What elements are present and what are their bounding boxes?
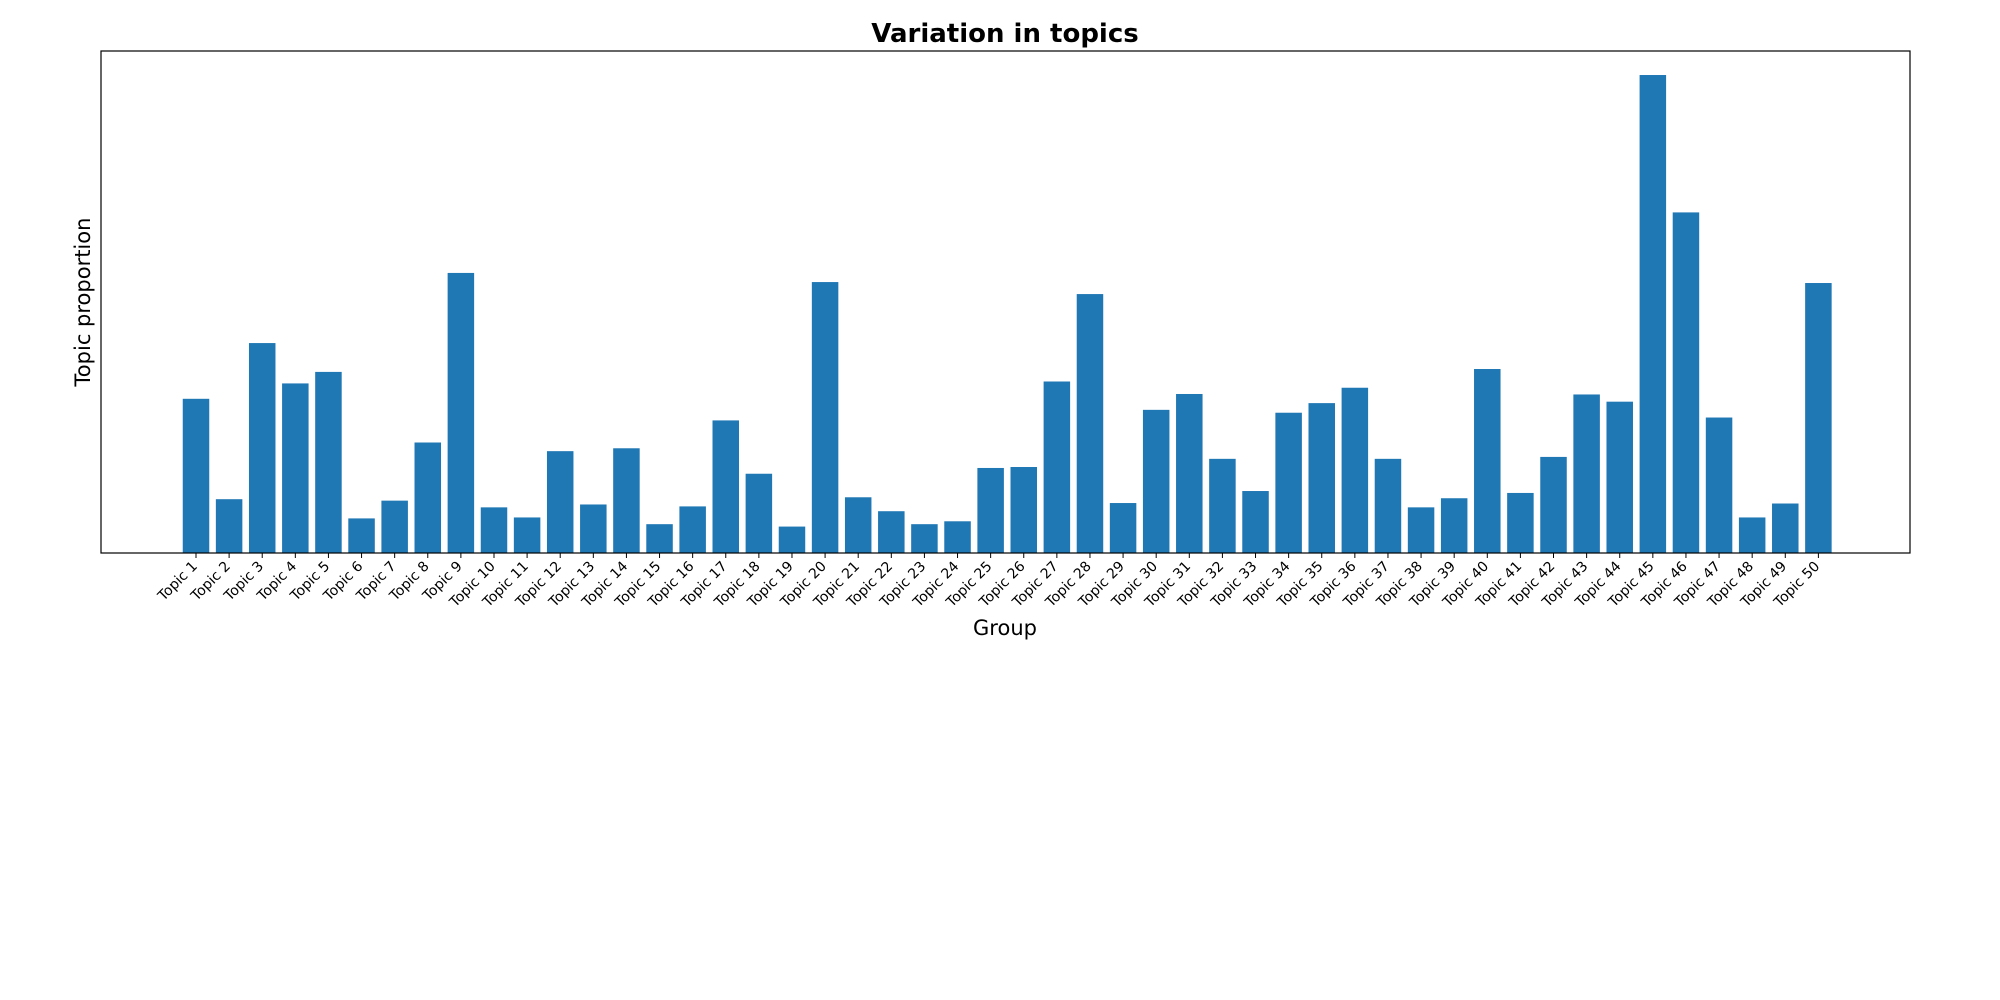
bar-topic-37 (1374, 458, 1402, 553)
bar-topic-47 (1705, 417, 1733, 553)
bar-topic-21 (844, 497, 872, 553)
bar-topic-23 (911, 524, 938, 553)
bar-topic-36 (1341, 387, 1369, 553)
bar-topic-18 (745, 473, 773, 553)
bar-topic-28 (1076, 294, 1104, 553)
bar-topic-41 (1507, 492, 1534, 553)
bar-topic-11 (513, 517, 541, 553)
bar-topic-34 (1275, 412, 1302, 553)
bar-topic-44 (1606, 401, 1633, 553)
bar-topic-27 (1043, 381, 1071, 553)
bar-topic-33 (1242, 491, 1269, 553)
bar-topic-9 (447, 272, 475, 553)
bar-topic-17 (712, 420, 740, 553)
bar-topic-31 (1176, 393, 1203, 553)
x-axis-label: Group (973, 616, 1037, 640)
bar-topic-38 (1407, 507, 1435, 553)
bars-group (182, 75, 1832, 554)
bar-topic-32 (1209, 458, 1236, 553)
bar-topic-25 (977, 467, 1004, 553)
bar-topic-5 (315, 371, 342, 553)
bar-topic-4 (282, 383, 309, 553)
bar-topic-50 (1805, 283, 1832, 553)
bar-topic-19 (778, 526, 806, 553)
bar-topic-15 (646, 524, 673, 553)
bar-topic-8 (414, 442, 442, 553)
bar-topic-46 (1672, 212, 1700, 553)
bar-topic-39 (1440, 498, 1468, 553)
chart-title: Variation in topics (871, 19, 1138, 49)
bar-topic-16 (679, 506, 706, 553)
bar-topic-22 (878, 511, 905, 553)
bar-topic-29 (1109, 503, 1137, 553)
bar-topic-12 (546, 451, 574, 553)
y-axis-label: Topic proportion (71, 218, 95, 388)
bar-topic-13 (580, 504, 607, 553)
bar-topic-43 (1573, 394, 1600, 553)
bar-topic-26 (1010, 467, 1037, 553)
bar-topic-6 (348, 518, 375, 553)
bar-topic-1 (182, 398, 210, 553)
bar-topic-42 (1540, 456, 1567, 553)
bar-topic-20 (811, 282, 839, 553)
bar-topic-40 (1474, 369, 1501, 553)
bar-topic-35 (1308, 403, 1335, 553)
bar-topic-2 (215, 499, 243, 553)
bar-topic-48 (1738, 517, 1766, 553)
bar-topic-7 (381, 500, 408, 553)
bar-topic-49 (1772, 503, 1799, 553)
plot-area-frame (100, 50, 1911, 554)
bar-topic-24 (944, 521, 971, 553)
bar-topic-14 (613, 448, 640, 553)
bar-topic-3 (248, 343, 276, 553)
bar-topic-30 (1142, 409, 1170, 553)
bar-topic-45 (1639, 75, 1667, 554)
bar-topic-10 (480, 507, 508, 553)
